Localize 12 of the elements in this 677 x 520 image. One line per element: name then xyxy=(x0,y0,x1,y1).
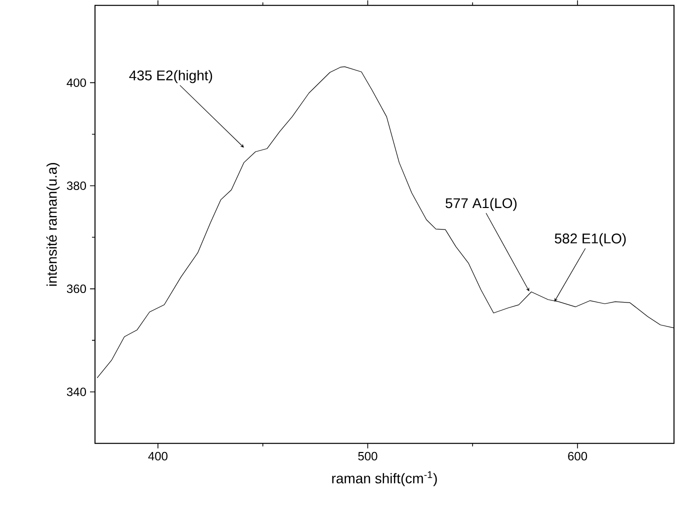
y-tick-label: 380 xyxy=(66,181,86,190)
x-tick-label: 400 xyxy=(148,452,168,460)
annotation: 435 E2(hight) xyxy=(129,70,212,83)
x-axis-title: raman shift(cm$^{-1}$) xyxy=(332,471,437,486)
y-tick-label: 400 xyxy=(66,78,86,87)
y-tick-label: 360 xyxy=(66,284,86,293)
x-tick-label: 600 xyxy=(568,452,588,460)
x-tick-label: 500 xyxy=(358,452,378,460)
annotation: 582 E1(LO) xyxy=(554,232,626,246)
y-axis-title: intensité raman(u.a) xyxy=(46,162,60,286)
y-tick-label: 340 xyxy=(66,387,86,396)
annotation: 577 A1(LO) xyxy=(446,198,517,211)
